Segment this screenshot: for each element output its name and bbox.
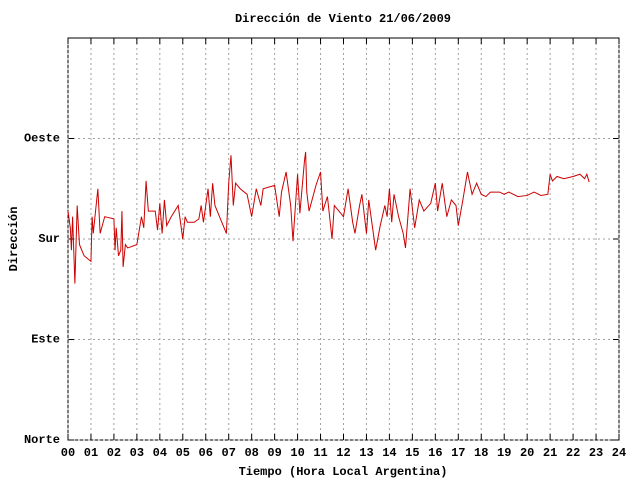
x-axis-label: Tiempo (Hora Local Argentina): [239, 465, 448, 479]
x-tick-label: 12: [336, 446, 350, 460]
y-axis-label: Dirección: [7, 207, 21, 272]
x-tick-label: 09: [267, 446, 281, 460]
x-tick-label: 22: [566, 446, 580, 460]
x-tick-label: 11: [313, 446, 327, 460]
y-tick-label: Norte: [24, 433, 60, 447]
x-tick-label: 17: [451, 446, 465, 460]
x-tick-label: 05: [176, 446, 190, 460]
x-tick-label: 03: [130, 446, 144, 460]
x-tick-label: 02: [107, 446, 121, 460]
x-tick-label: 10: [290, 446, 304, 460]
x-tick-label: 00: [61, 446, 75, 460]
y-tick-label: Este: [31, 333, 60, 347]
x-tick-label: 08: [244, 446, 258, 460]
x-tick-label: 23: [589, 446, 603, 460]
x-tick-label: 07: [222, 446, 236, 460]
x-tick-label: 14: [382, 446, 396, 460]
x-tick-label: 20: [520, 446, 534, 460]
data-line: [67, 151, 590, 284]
x-tick-label: 18: [474, 446, 488, 460]
y-tick-label: Sur: [38, 232, 60, 246]
x-tick-label: 13: [359, 446, 373, 460]
x-tick-label: 19: [497, 446, 511, 460]
x-tick-label: 21: [543, 446, 557, 460]
x-tick-label: 15: [405, 446, 419, 460]
x-tick-label: 01: [84, 446, 98, 460]
x-tick-label: 04: [153, 446, 167, 460]
x-tick-label: 24: [612, 446, 626, 460]
y-tick-label: Oeste: [24, 132, 60, 146]
x-tick-label: 06: [199, 446, 213, 460]
x-tick-label: 16: [428, 446, 442, 460]
chart-title: Dirección de Viento 21/06/2009: [235, 12, 451, 26]
